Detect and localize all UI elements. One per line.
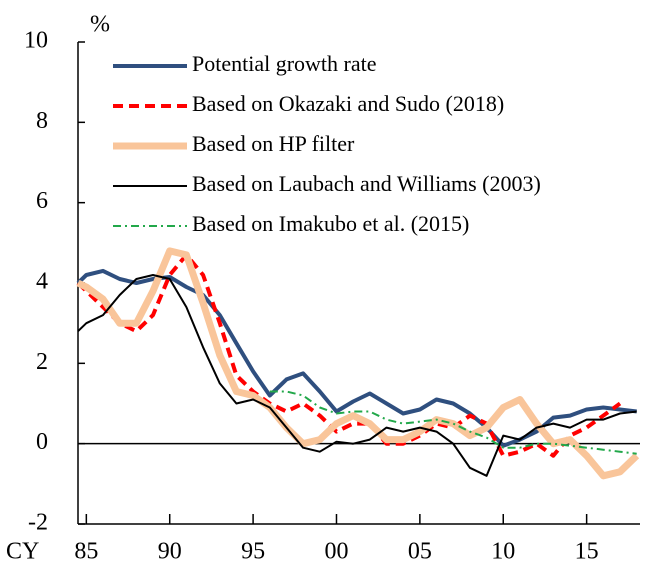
x-tick-label: 00 bbox=[324, 539, 348, 565]
x-tick-label: 95 bbox=[241, 539, 265, 565]
y-tick-label: -2 bbox=[28, 510, 48, 536]
legend-label: Based on Laubach and Williams (2003) bbox=[192, 171, 541, 196]
series-line bbox=[77, 274, 637, 477]
legend-label: Based on HP filter bbox=[192, 131, 355, 156]
legend-label: Based on Okazaki and Sudo (2018) bbox=[192, 91, 504, 116]
x-tick-label: 90 bbox=[158, 539, 182, 565]
y-tick-label: 2 bbox=[36, 349, 48, 375]
y-tick-label: 0 bbox=[36, 429, 48, 455]
x-tick-label: 15 bbox=[575, 539, 599, 565]
y-tick-label: 10 bbox=[24, 28, 48, 54]
series-line bbox=[76, 247, 640, 480]
legend-label: Potential growth rate bbox=[192, 51, 377, 76]
y-tick-label: 8 bbox=[36, 108, 48, 134]
x-tick-label: 85 bbox=[74, 539, 98, 565]
y-tick-label: 6 bbox=[36, 188, 48, 214]
legend-label: Based on Imakubo et al. (2015) bbox=[192, 211, 469, 236]
x-tick-label: 05 bbox=[408, 539, 432, 565]
series-line bbox=[76, 252, 622, 458]
series-line bbox=[269, 390, 637, 455]
x-tick-label: 10 bbox=[491, 539, 515, 565]
y-unit-label: % bbox=[90, 12, 110, 38]
y-tick-label: 4 bbox=[36, 269, 48, 295]
x-axis-label: CY bbox=[6, 539, 39, 565]
